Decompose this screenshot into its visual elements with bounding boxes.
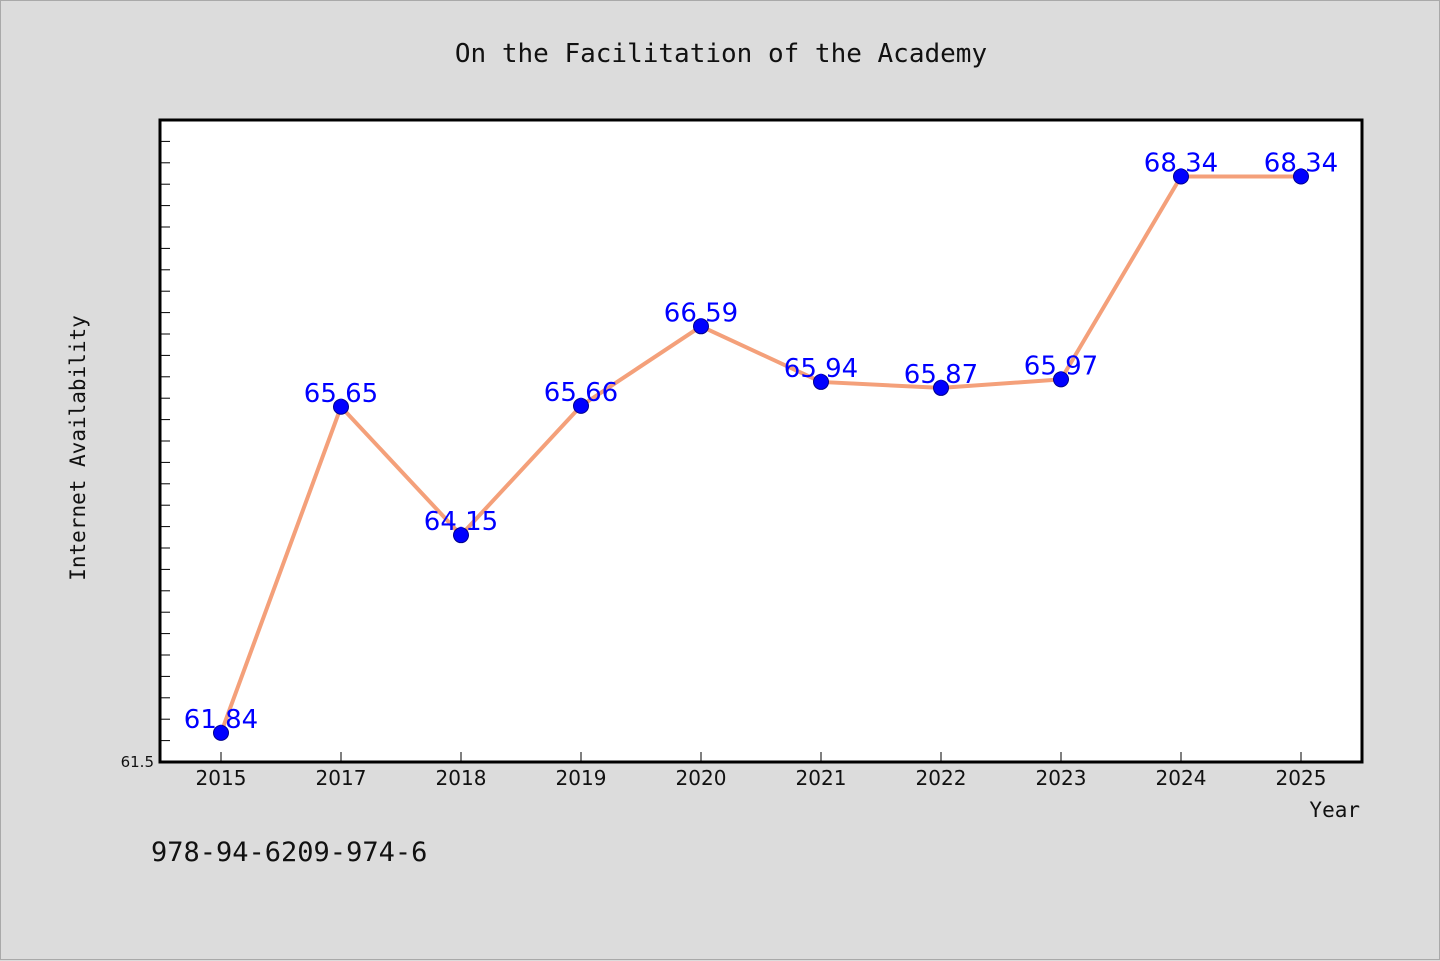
y-axis-label: Internet Availability (66, 315, 90, 581)
data-point (813, 373, 829, 390)
x-tick-label: 2019 (556, 766, 607, 790)
data-point (333, 398, 349, 415)
y-axis-ticks (160, 140, 170, 742)
data-label: 65.94 (784, 354, 858, 384)
data-point (1293, 168, 1309, 185)
isbn-text: 978-94-6209-974-6 (151, 837, 428, 868)
y-axis-min-label: 61.5 (121, 753, 154, 771)
series-line (219, 174, 1303, 735)
plot-area (158, 118, 1364, 764)
data-point (1173, 168, 1189, 185)
data-label: 65.87 (904, 360, 978, 390)
data-point (453, 527, 469, 544)
data-point (693, 318, 709, 335)
data-label: 64.15 (424, 507, 498, 537)
data-point (213, 724, 229, 741)
x-axis-tick-labels: 2015 2017 2018 2019 2020 2021 2022 2023 2024 2025 (196, 766, 1327, 790)
x-tick-label: 2018 (436, 766, 487, 790)
x-axis-label: Year (1309, 798, 1360, 822)
data-point (573, 397, 589, 414)
x-tick-label: 2015 (196, 766, 247, 790)
x-tick-label: 2017 (316, 766, 367, 790)
data-label: 65.65 (304, 379, 378, 409)
series-group: 61.84 65.65 64.15 65.66 66.59 65.94 65.87 65.97… (184, 148, 1338, 741)
x-tick-label: 2025 (1276, 766, 1327, 790)
x-tick-label: 2022 (916, 766, 967, 790)
data-label: 68.34 (1144, 148, 1218, 178)
x-tick-label: 2023 (1036, 766, 1087, 790)
data-point (1053, 371, 1069, 388)
data-label: 61.84 (184, 705, 258, 735)
x-tick-label: 2020 (676, 766, 727, 790)
data-label: 68.34 (1264, 148, 1338, 178)
x-tick-label: 2021 (796, 766, 847, 790)
data-label: 65.66 (544, 378, 618, 408)
data-label: 66.59 (664, 298, 738, 328)
chart-title: On the Facilitation of the Academy (455, 39, 987, 69)
data-label: 65.97 (1024, 351, 1098, 381)
x-tick-label: 2024 (1156, 766, 1207, 790)
x-axis-ticks (220, 752, 1302, 762)
data-point (933, 379, 949, 396)
